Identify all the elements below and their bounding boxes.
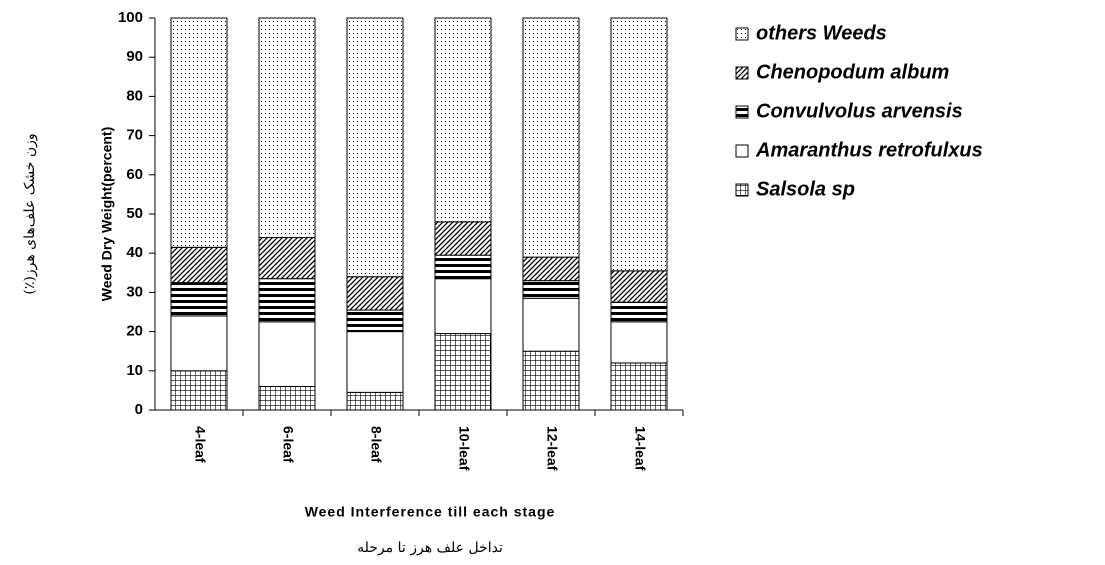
y-tick-label: 70 xyxy=(126,127,143,144)
legend-swatch xyxy=(735,27,749,41)
x-tick-label: 10-leaf xyxy=(456,426,472,471)
x-tick-label: 12-leaf xyxy=(544,426,560,471)
y-tick-label: 0 xyxy=(135,401,143,418)
x-tick-label: 4-leaf xyxy=(192,426,208,463)
y-tick-label: 100 xyxy=(118,9,143,26)
bar-segment xyxy=(346,309,404,333)
legend-label: Convulvolus arvensis xyxy=(756,100,963,122)
bar-segment xyxy=(434,333,492,411)
bar-segment xyxy=(346,17,404,278)
bar-segment xyxy=(170,370,228,411)
x-tick-label: 8-leaf xyxy=(368,426,384,463)
bar-segment xyxy=(258,385,316,411)
bar-segment xyxy=(610,17,668,272)
bar-segment xyxy=(434,254,492,280)
legend-swatch xyxy=(735,144,749,158)
bar-segment xyxy=(258,237,316,280)
bar-segment xyxy=(610,270,668,303)
y-tick-label: 40 xyxy=(126,244,143,261)
bar-segment xyxy=(522,297,580,352)
bar-segment xyxy=(434,221,492,256)
legend-label: Salsola sp xyxy=(756,178,855,200)
bar-segment xyxy=(258,321,316,387)
bar-segment xyxy=(522,17,580,258)
bar-segment xyxy=(170,17,228,248)
y-tick-label: 80 xyxy=(126,87,143,104)
bar-segment xyxy=(170,315,228,372)
x-axis-title-secondary: تداخل علف هرز تا مرحله xyxy=(357,540,503,556)
legend-swatch xyxy=(735,105,749,119)
bar-segment xyxy=(346,276,404,311)
y-tick-label: 50 xyxy=(126,205,143,222)
bar-segment xyxy=(522,350,580,411)
bar-segment xyxy=(346,391,404,411)
x-tick-label: 14-leaf xyxy=(632,426,648,471)
bar-segment xyxy=(610,362,668,411)
legend-swatch xyxy=(735,66,749,80)
bar-segment xyxy=(610,301,668,323)
bar-segment xyxy=(346,331,404,393)
y-tick-label: 10 xyxy=(126,362,143,379)
x-axis-title: Weed Interference till each stage xyxy=(305,504,556,520)
bar-segment xyxy=(434,17,492,223)
bar-segment xyxy=(258,17,316,239)
y-tick-label: 30 xyxy=(126,283,143,300)
y-tick-label: 60 xyxy=(126,166,143,183)
legend-label: others Weeds xyxy=(756,22,887,44)
bar-segment xyxy=(258,278,316,323)
bar-segment xyxy=(170,246,228,284)
legend-label: Amaranthus retrofulxus xyxy=(755,139,983,161)
bar-segment xyxy=(434,278,492,335)
y-axis-title-secondary: وزن خشک علف‌های هرز(٪) xyxy=(22,133,38,294)
legend-swatch xyxy=(735,183,749,197)
bar-segment xyxy=(522,256,580,282)
bar-segment xyxy=(610,321,668,364)
x-tick-label: 6-leaf xyxy=(280,426,296,463)
y-tick-label: 20 xyxy=(126,323,143,340)
legend-label: Chenopodum album xyxy=(756,61,949,83)
bar-segment xyxy=(170,282,228,317)
y-axis-title: Weed Dry Weight(percent) xyxy=(99,127,115,302)
bar-segment xyxy=(522,280,580,299)
y-tick-label: 90 xyxy=(126,48,143,65)
